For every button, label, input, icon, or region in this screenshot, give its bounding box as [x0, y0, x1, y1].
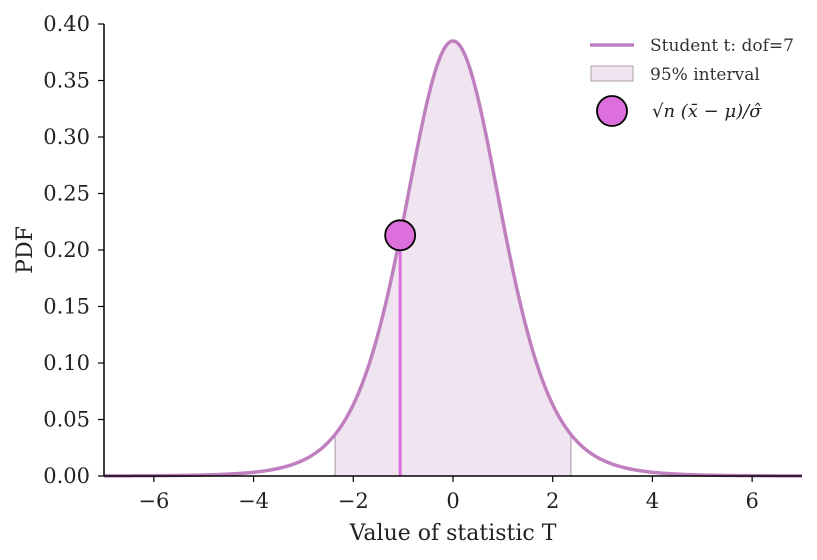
x-tick-label: −4 — [238, 489, 269, 513]
legend: Student t: dof=7 95% interval √n (x̄ − μ… — [590, 36, 794, 127]
y-tick-label: 0.05 — [43, 408, 90, 432]
y-tick-label: 0.20 — [43, 238, 90, 262]
y-tick-label: 0.10 — [43, 351, 90, 375]
y-axis-label: PDF — [13, 226, 38, 274]
pdf-curve — [103, 39, 803, 478]
x-tick-label: 0 — [446, 489, 459, 513]
legend-curve-label: Student t: dof=7 — [650, 36, 794, 56]
x-tick-label: 4 — [646, 489, 659, 513]
y-tick-label: 0.40 — [43, 12, 90, 36]
legend-interval-label: 95% interval — [650, 65, 760, 85]
legend-interval-swatch — [590, 65, 634, 82]
axes: −6 −4 −2 0 2 4 6 0.00 0.05 0.10 0.15 0.20 0.25 0.30 0.… — [43, 12, 802, 513]
x-tick-label: −2 — [338, 489, 369, 513]
y-tick-label: 0.25 — [43, 182, 90, 206]
x-axis-label: Value of statistic T — [349, 521, 557, 546]
y-tick-label: 0.00 — [43, 464, 90, 488]
y-tick-label: 0.15 — [43, 295, 90, 319]
legend-point-swatch — [596, 95, 628, 127]
x-tick-label: −6 — [138, 489, 169, 513]
y-tick-label: 0.30 — [43, 125, 90, 149]
x-tick-label: 2 — [546, 489, 559, 513]
interval-fill — [335, 40, 571, 477]
legend-point-label: √n (x̄ − μ)/σ̂ — [652, 101, 762, 122]
y-tick-label: 0.35 — [43, 69, 90, 93]
x-tick-label: 6 — [745, 489, 758, 513]
statistic-point — [384, 219, 417, 252]
plot-area — [103, 39, 803, 478]
